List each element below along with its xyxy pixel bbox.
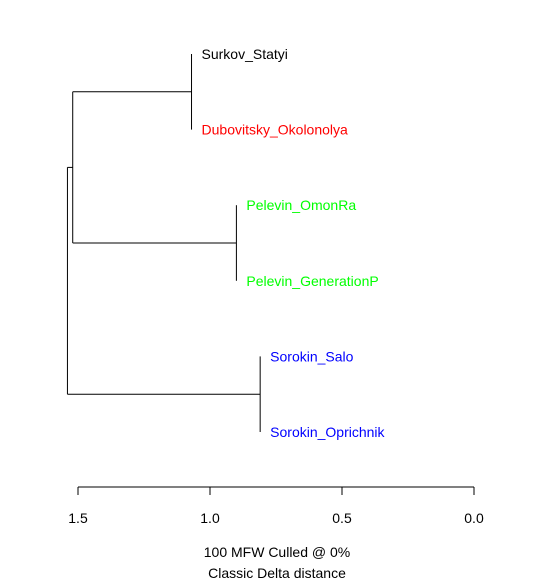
leaf-label: Surkov_Statyi	[202, 46, 288, 62]
x-tick-label: 0.0	[464, 510, 484, 526]
caption-distance: Classic Delta distance	[208, 565, 346, 581]
leaf-label: Sorokin_Salo	[270, 348, 353, 364]
leaf-label: Dubovitsky_Okolonolya	[202, 122, 349, 138]
x-axis: 1.5 1.0 0.5 0.0	[68, 486, 484, 526]
x-tick-label: 1.5	[68, 510, 88, 526]
leaf-label: Pelevin_OmonRa	[246, 197, 356, 213]
dendrogram-branches	[66, 54, 261, 432]
leaf-labels: Surkov_Statyi Dubovitsky_Okolonolya Pelevi…	[202, 46, 386, 440]
x-tick-label: 1.0	[200, 510, 220, 526]
x-tick-label: 0.5	[332, 510, 352, 526]
leaf-label: Sorokin_Oprichnik	[270, 424, 385, 440]
leaf-label: Pelevin_GenerationP	[246, 273, 378, 289]
caption-mfw: 100 MFW Culled @ 0%	[203, 544, 351, 560]
